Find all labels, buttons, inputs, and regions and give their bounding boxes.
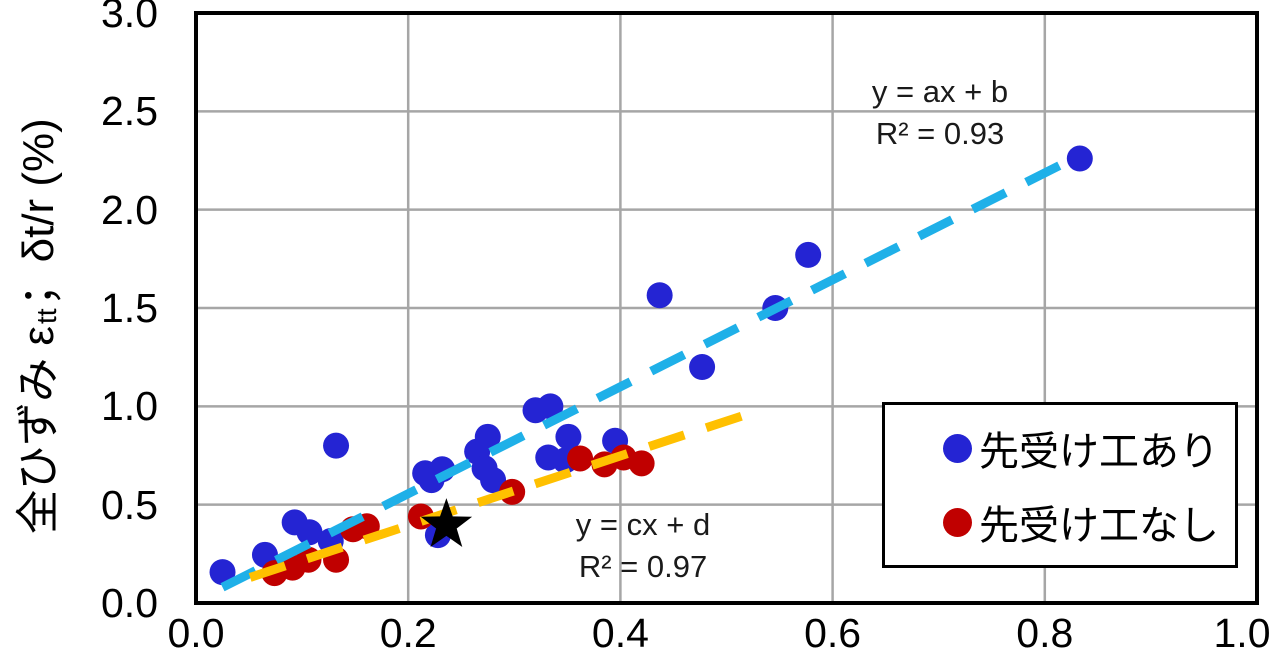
x-tick-label: 0.8	[1016, 610, 1074, 656]
plot-border	[194, 11, 1259, 605]
y-tick-label: 0.0	[101, 580, 158, 626]
data-point-with-support	[323, 432, 350, 459]
legend-box: 先受け工あり 先受け工なし	[882, 402, 1238, 568]
y-tick-label: 2.5	[101, 88, 158, 135]
trendline-equation-blue: y = ax + b	[871, 74, 1009, 109]
data-point-with-support	[646, 282, 673, 309]
legend-marker-red-icon	[943, 507, 972, 537]
x-tick-label: 0.2	[379, 610, 437, 656]
x-tick-label: 0.0	[167, 610, 225, 656]
trendline-orange	[248, 410, 746, 582]
trendline-equation-orange: y = cx + d	[575, 507, 711, 542]
legend-item-with-support: 先受け工あり	[943, 419, 1235, 477]
data-point-with-support	[555, 423, 582, 450]
trendline-blue	[220, 155, 1074, 592]
trendline-r2-blue: R² = 0.93	[875, 116, 1005, 151]
data-point-with-support	[296, 519, 323, 546]
data-point-with-support	[795, 241, 822, 268]
y-tick-label: 2.0	[101, 186, 158, 233]
y-tick-label: 0.5	[101, 481, 158, 528]
legend-label-without-support: 先受け工なし	[979, 504, 1219, 548]
data-point-without-support	[567, 445, 594, 472]
y-tick-label: 1.5	[101, 285, 158, 331]
data-point-with-support	[1066, 145, 1093, 172]
data-point-with-support	[689, 354, 716, 380]
data-point-with-support	[537, 393, 564, 420]
data-point-with-support	[474, 423, 501, 450]
trendline-r2-orange: R² = 0.97	[578, 549, 708, 584]
star-marker	[420, 498, 473, 547]
legend-item-without-support: 先受け工なし	[943, 493, 1235, 551]
x-tick-label: 1.0	[1213, 610, 1271, 656]
x-tick-label: 0.4	[591, 610, 649, 656]
legend-marker-blue-icon	[943, 433, 972, 463]
y-tick-label: 3.0	[101, 0, 158, 36]
data-point-with-support	[209, 559, 236, 586]
y-tick-label: 1.0	[101, 383, 158, 430]
data-point-with-support	[480, 467, 507, 494]
trendline-annotation-orange: y = cx + d R² = 0.97	[513, 504, 773, 588]
trendline-annotation-blue: y = ax + b R² = 0.93	[810, 71, 1070, 155]
legend-label-with-support: 先受け工あり	[979, 430, 1219, 474]
data-point-without-support	[628, 450, 655, 477]
x-tick-label: 0.6	[804, 610, 862, 656]
